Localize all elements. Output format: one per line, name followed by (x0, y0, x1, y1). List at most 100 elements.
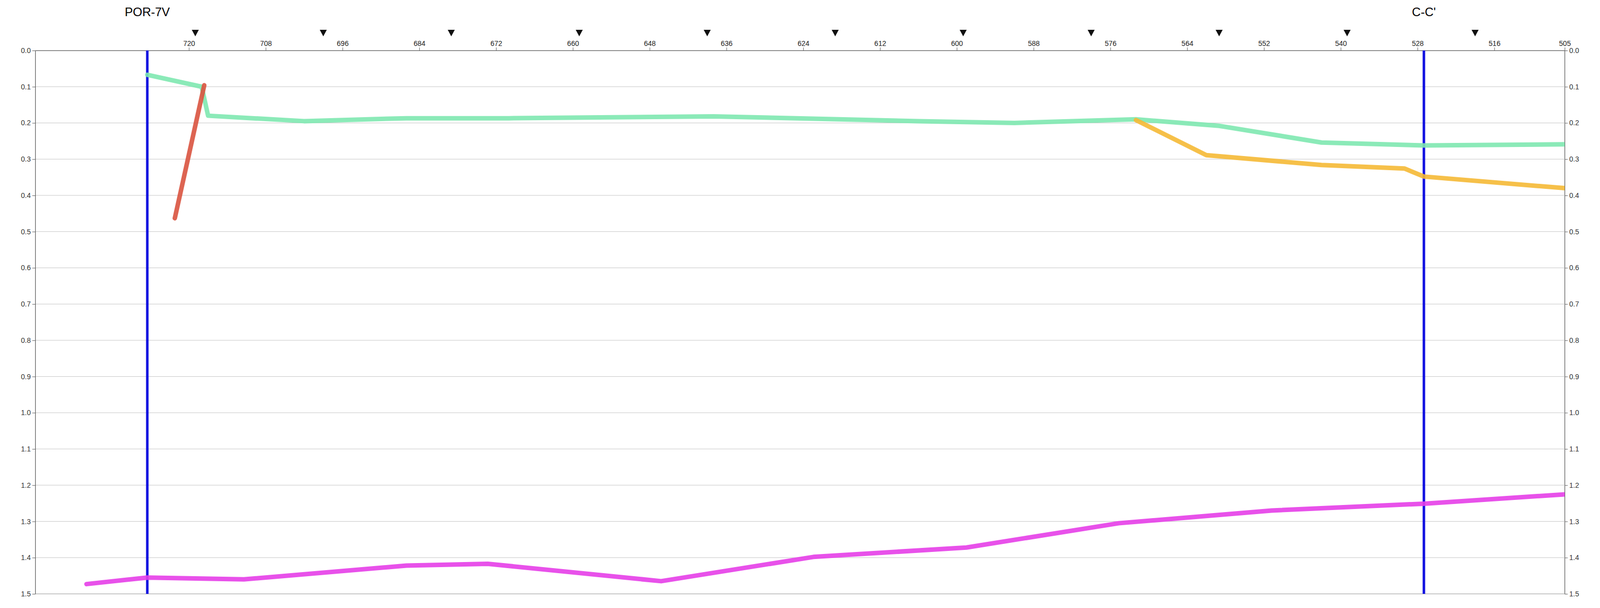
tick-label: 708 (259, 39, 272, 48)
shotpoint-marker (1215, 29, 1223, 37)
tick-label: 1.1 (21, 444, 32, 453)
tick-label: 1.5 (21, 589, 32, 598)
tick-mark (726, 47, 728, 51)
tick: 0.3 (1564, 154, 1580, 163)
well-line (1422, 50, 1425, 594)
tick-label: 552 (1258, 39, 1271, 48)
tick-label: 0.0 (21, 46, 32, 55)
tick: 0.0 (21, 46, 36, 55)
tick-mark (32, 231, 36, 233)
tick-mark (1564, 303, 1568, 305)
tick-mark (32, 340, 36, 341)
tick: 0.6 (1564, 263, 1580, 272)
tick: 0.9 (1564, 372, 1580, 381)
tick: 0.7 (21, 299, 36, 308)
horizon-line (174, 85, 204, 218)
tick-label: 516 (1488, 39, 1501, 48)
tick-label: 648 (643, 39, 656, 48)
shotpoint-marker (1343, 29, 1351, 37)
tick-mark (32, 376, 36, 377)
tick-label: 0.0 (1569, 46, 1580, 55)
tick-mark (1564, 376, 1568, 377)
tick-mark (32, 484, 36, 486)
shotpoint-marker (447, 29, 455, 37)
tick-label: 1.2 (1569, 480, 1580, 489)
tick-mark (1564, 521, 1568, 522)
tick: 1.5 (1564, 589, 1580, 598)
grid-line (35, 520, 1565, 522)
chart: 0.00.10.20.30.40.50.60.70.80.91.01.11.21… (0, 0, 1600, 608)
tick-label: 0.3 (21, 154, 32, 163)
tick-mark (32, 267, 36, 268)
tick-label: 0.1 (1569, 82, 1580, 91)
tick: 1.3 (21, 517, 36, 526)
tick-label: 1.1 (1569, 444, 1580, 453)
tick-label: 588 (1027, 39, 1040, 48)
tick-label: 1.3 (21, 517, 32, 526)
tick: 1.2 (1564, 480, 1580, 489)
tick: 1.4 (21, 553, 36, 562)
tick-label: 0.5 (1569, 227, 1580, 236)
tick-mark (1110, 47, 1112, 51)
grid-line (35, 593, 1565, 594)
tick-label: 636 (720, 39, 733, 48)
tick-label: 600 (951, 39, 964, 48)
horizon-line (147, 74, 1565, 146)
tick-mark (1564, 158, 1568, 160)
tick-label: 0.6 (21, 263, 32, 272)
data-marks (86, 50, 1565, 594)
tick: 624 (797, 39, 810, 51)
tick-mark (1564, 412, 1568, 413)
tick: 660 (567, 39, 580, 51)
tick-label: 576 (1104, 39, 1117, 48)
shotpoint-marker (1087, 29, 1095, 37)
tick-label: 660 (567, 39, 580, 48)
tick-label: 624 (797, 39, 810, 48)
tick: 648 (643, 39, 656, 51)
tick-mark (1564, 484, 1568, 486)
tick-mark (32, 195, 36, 196)
tick: 528 (1411, 39, 1424, 51)
tick-mark (956, 47, 958, 51)
tick-mark (32, 303, 36, 305)
shotpoint-marker (191, 29, 199, 37)
y-axis-left: 0.00.10.20.30.40.50.60.70.80.91.01.11.21… (21, 46, 36, 598)
axis-line (35, 50, 1566, 51)
tick: 0.8 (1564, 336, 1580, 345)
tick-label: 0.2 (21, 118, 32, 127)
tick-mark (1564, 231, 1568, 233)
tick: 1.1 (21, 444, 36, 453)
tick-label: 0.6 (1569, 263, 1580, 272)
plot: 0.00.10.20.30.40.50.60.70.80.91.01.11.21… (21, 39, 1580, 598)
y-axis-right: 0.00.10.20.30.40.50.60.70.80.91.01.11.21… (1564, 46, 1580, 598)
tick-mark (32, 412, 36, 413)
tick-mark (495, 47, 497, 51)
tick-label: 1.2 (21, 480, 32, 489)
grid-line (35, 412, 1565, 413)
tick: 600 (951, 39, 964, 51)
grid-line (35, 484, 1565, 485)
tick: 0.4 (1564, 191, 1580, 200)
tick-mark (265, 47, 267, 51)
tick-mark (1033, 47, 1034, 51)
tick-mark (1564, 195, 1568, 196)
grid-line (35, 375, 1565, 377)
tick: 564 (1181, 39, 1194, 51)
tick-mark (32, 86, 36, 88)
grid-line (35, 303, 1565, 305)
tick: 0.5 (1564, 227, 1580, 236)
tick: 636 (720, 39, 733, 51)
grid-line (35, 50, 1565, 51)
grid-line (35, 231, 1565, 232)
tick: 0.4 (21, 191, 36, 200)
tick-label: 0.3 (1569, 154, 1580, 163)
tick-label: 564 (1181, 39, 1194, 48)
tick: 0.1 (21, 82, 36, 91)
shotpoint-marker (1471, 29, 1479, 37)
tick-mark (1564, 593, 1568, 594)
tick: 1.5 (21, 589, 36, 598)
tick-mark (32, 122, 36, 124)
tick-label: 1.3 (1569, 517, 1580, 526)
tick-mark (32, 521, 36, 522)
axis-line (1564, 50, 1566, 594)
